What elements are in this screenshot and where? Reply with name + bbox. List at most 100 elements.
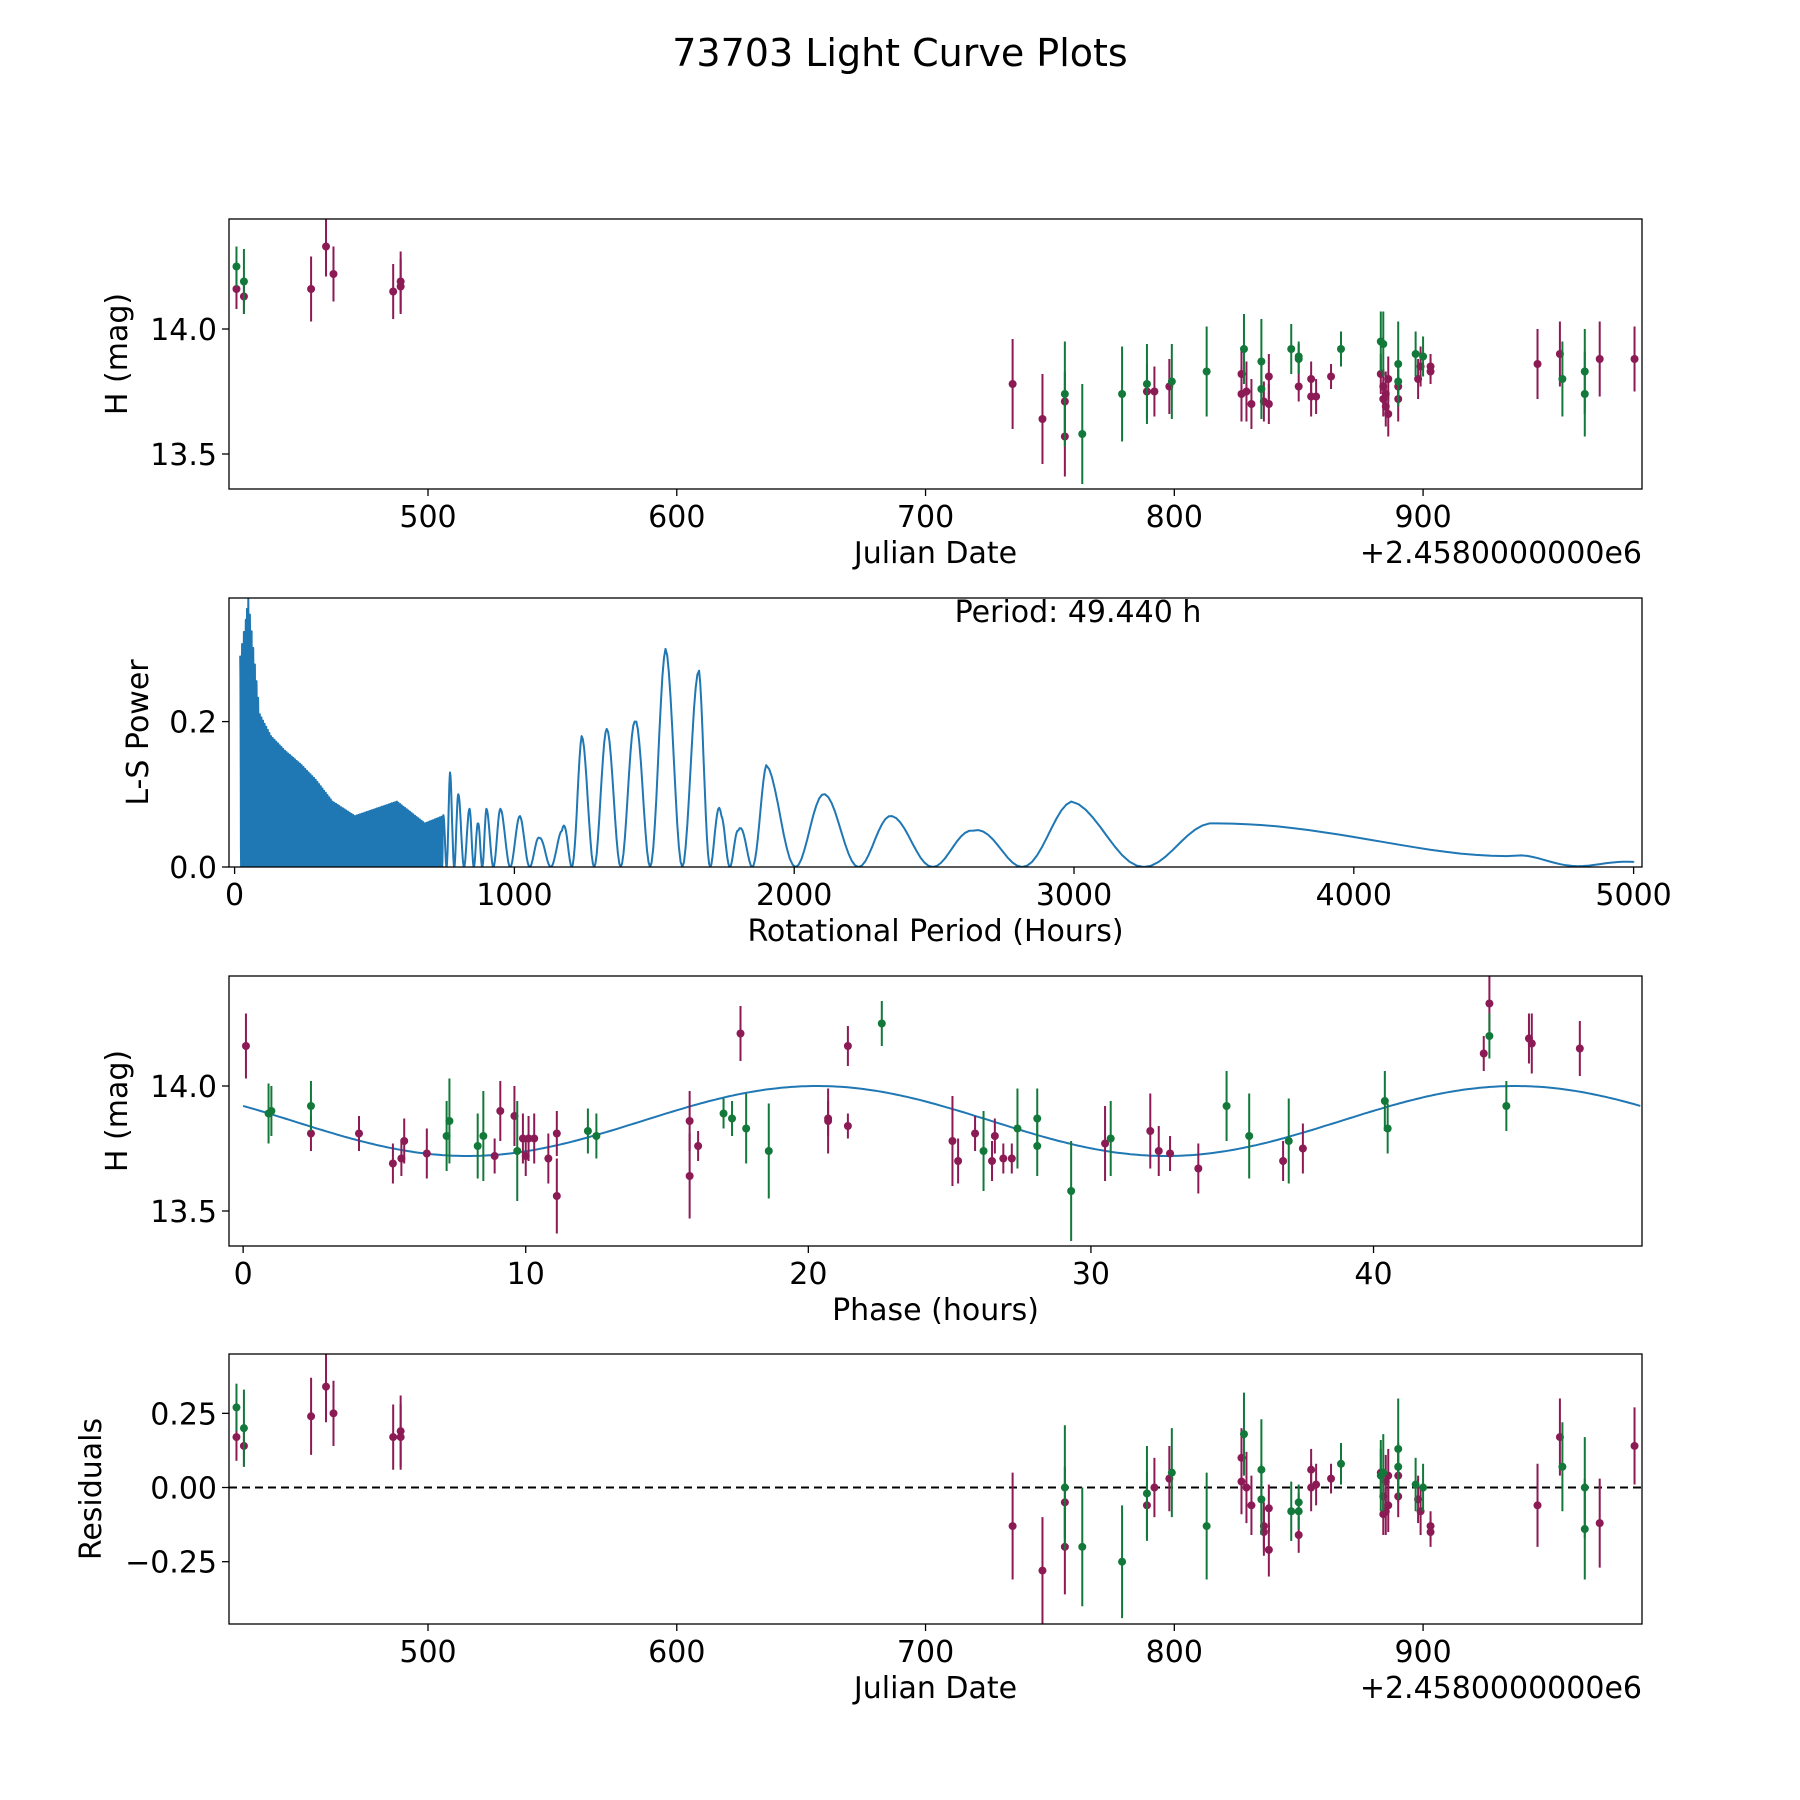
data-point xyxy=(307,1412,315,1420)
data-point xyxy=(232,263,240,271)
periodogram-peak xyxy=(245,619,247,621)
periodogram-peak xyxy=(721,815,723,817)
data-point xyxy=(1419,1484,1427,1492)
data-point xyxy=(1312,393,1320,401)
y-axis-label: L-S Power xyxy=(121,659,156,806)
x-tick-label: 40 xyxy=(1354,1257,1392,1292)
y-tick-label: 0.25 xyxy=(150,1397,217,1432)
data-point xyxy=(1427,1528,1435,1536)
y-tick-label: 14.0 xyxy=(150,313,217,348)
data-point xyxy=(988,1157,996,1165)
data-point xyxy=(1061,390,1069,398)
data-point xyxy=(232,1403,240,1411)
periodogram-peak xyxy=(284,750,286,752)
data-point xyxy=(389,1160,397,1168)
data-point xyxy=(1279,1157,1287,1165)
data-point xyxy=(1203,368,1211,376)
data-point xyxy=(397,1433,405,1441)
data-point xyxy=(1240,345,1248,353)
data-point xyxy=(1146,1127,1154,1135)
data-point xyxy=(1118,1558,1126,1566)
data-point xyxy=(1581,1484,1589,1492)
y-tick-label: 0.0 xyxy=(169,851,217,886)
data-point xyxy=(1061,1484,1069,1492)
periodogram-peak xyxy=(519,815,521,817)
data-point xyxy=(1150,1484,1158,1492)
x-tick-label: 800 xyxy=(1146,500,1203,535)
data-point xyxy=(322,1383,330,1391)
periodogram-peak xyxy=(270,735,272,737)
x-axis-label: Julian Date xyxy=(852,536,1017,571)
data-point xyxy=(1394,1463,1402,1471)
data-point xyxy=(1118,390,1126,398)
data-point xyxy=(491,1152,499,1160)
data-point xyxy=(1168,378,1176,386)
data-point xyxy=(544,1155,552,1163)
periodogram-peak xyxy=(606,728,608,730)
x-axis-label: Rotational Period (Hours) xyxy=(747,914,1123,949)
data-point xyxy=(1168,1469,1176,1477)
periodogram-peak xyxy=(354,815,356,817)
data-point xyxy=(686,1117,694,1125)
figure: 73703 Light Curve Plots 500 600 700 800 9001… xyxy=(0,0,1800,1800)
periodogram-peak xyxy=(891,815,893,817)
x-tick-label: 20 xyxy=(789,1257,827,1292)
data-point xyxy=(1596,1519,1604,1527)
data-point xyxy=(1166,1150,1174,1158)
data-point xyxy=(878,1020,886,1028)
x-tick-label: 700 xyxy=(897,500,954,535)
data-point xyxy=(765,1147,773,1155)
y-axis-label: H (mag) xyxy=(100,1050,135,1172)
data-point xyxy=(1379,1469,1387,1477)
x-tick-label: 0 xyxy=(234,1257,253,1292)
axes-frame xyxy=(229,976,1642,1246)
data-point xyxy=(980,1147,988,1155)
data-point xyxy=(329,270,337,278)
data-point xyxy=(1287,1507,1295,1515)
periodogram-peak xyxy=(315,779,317,781)
data-point xyxy=(1596,355,1604,363)
data-point xyxy=(1295,1507,1303,1515)
y-axis-label: H (mag) xyxy=(100,293,135,415)
y-tick-label: 13.5 xyxy=(150,438,217,473)
data-point xyxy=(389,1433,397,1441)
data-point xyxy=(1480,1050,1488,1058)
data-point xyxy=(389,288,397,296)
data-point xyxy=(1534,1501,1542,1509)
data-point xyxy=(1558,1463,1566,1471)
x-axis-label: Julian Date xyxy=(852,1671,1017,1706)
data-point xyxy=(824,1117,832,1125)
x-tick-label: 700 xyxy=(897,1635,954,1670)
plot-area xyxy=(239,597,1634,867)
data-point xyxy=(1078,1543,1086,1551)
data-point xyxy=(742,1125,750,1133)
data-point xyxy=(1038,1567,1046,1575)
y-tick-label: −0.25 xyxy=(125,1546,217,1581)
periodogram-peak xyxy=(972,830,974,832)
data-point xyxy=(1067,1187,1075,1195)
periodogram-peak xyxy=(1633,861,1635,863)
periodogram-peak xyxy=(396,801,398,803)
data-point xyxy=(232,1433,240,1441)
y-tick-label: 14.0 xyxy=(150,1070,217,1105)
data-point xyxy=(1009,1522,1017,1530)
x-tick-label: 900 xyxy=(1394,1635,1451,1670)
x-tick-label: 1000 xyxy=(476,878,552,913)
periodogram-peak xyxy=(824,793,826,795)
data-point xyxy=(242,1042,250,1050)
axes-frame xyxy=(229,1354,1642,1624)
periodogram-peak xyxy=(259,714,261,716)
data-point xyxy=(1265,1546,1273,1554)
data-point xyxy=(1150,388,1158,396)
data-point xyxy=(267,1107,275,1115)
data-point xyxy=(1485,1032,1493,1040)
data-point xyxy=(479,1132,487,1140)
periodogram-peak xyxy=(561,830,563,832)
data-point xyxy=(322,243,330,251)
phase-folded-panel: 0 10 20 30 4013.514.0Phase (hours)H (mag) xyxy=(100,976,1642,1328)
data-point xyxy=(1223,1102,1231,1110)
x-tick-label: 500 xyxy=(399,500,456,535)
x-offset-label: +2.4580000000e6 xyxy=(1360,1671,1642,1706)
data-point xyxy=(1143,380,1151,388)
data-point xyxy=(1384,1125,1392,1133)
